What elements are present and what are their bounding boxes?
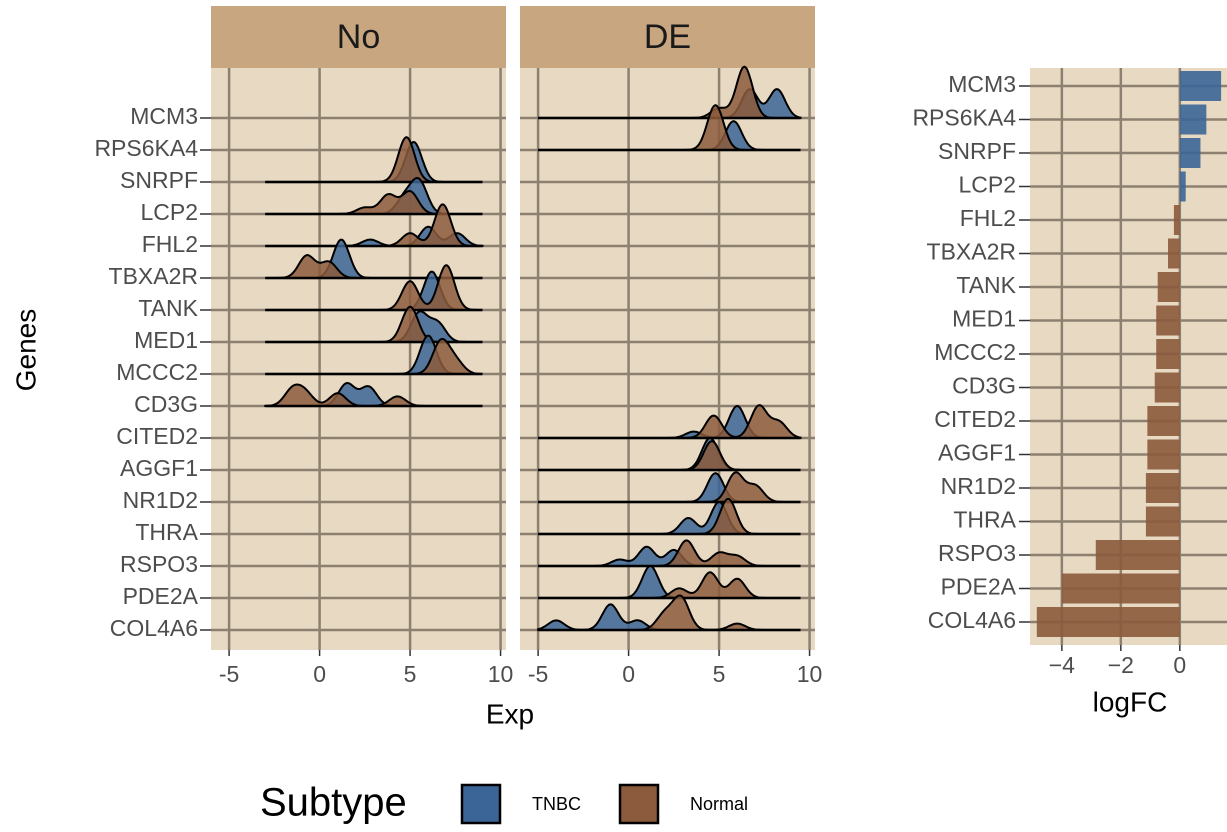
legend-title: Subtype (260, 781, 407, 825)
y-tick-label: SNRPF (938, 138, 1016, 164)
bar (1156, 339, 1180, 369)
y-tick-label: MED1 (952, 306, 1016, 332)
y-tick-label: CITED2 (934, 406, 1016, 432)
y-tick-label: TBXA2R (927, 239, 1016, 265)
y-tick-label: AGGF1 (120, 455, 198, 481)
bar (1157, 272, 1180, 302)
y-tick-label: THRA (135, 519, 198, 545)
y-tick-label: FHL2 (142, 231, 198, 257)
bar (1156, 305, 1180, 336)
y-tick-label: MED1 (134, 327, 198, 353)
y-tick-label: PDE2A (941, 574, 1017, 600)
bar (1145, 506, 1180, 537)
bar-x-axis-title: logFC (1093, 686, 1168, 717)
x-tick-label: 0 (622, 661, 635, 687)
y-tick-label: CITED2 (116, 423, 198, 449)
y-tick-label: TANK (956, 272, 1016, 298)
y-tick-label: TBXA2R (109, 263, 198, 289)
y-tick-label: LCP2 (140, 199, 198, 225)
x-tick-label: 5 (713, 661, 726, 687)
bar (1145, 473, 1180, 503)
panel-background (211, 68, 506, 650)
bar (1147, 439, 1180, 470)
facet-strip (211, 6, 506, 68)
y-tick-label: CD3G (952, 373, 1016, 399)
y-tick-label: CD3G (134, 391, 198, 417)
y-tick-label: THRA (953, 507, 1016, 533)
x-tick-label: −4 (1049, 652, 1075, 678)
x-tick-label: −2 (1108, 652, 1134, 678)
legend-label: TNBC (532, 794, 581, 814)
bar (1179, 138, 1201, 168)
x-tick-label: 0 (1173, 652, 1186, 678)
y-tick-label: MCCC2 (934, 339, 1016, 365)
y-axis-title: Genes (10, 309, 41, 392)
y-tick-label: COL4A6 (110, 615, 198, 641)
x-tick-label: 0 (313, 661, 326, 687)
facet-label: DE (644, 18, 691, 56)
bar (1168, 238, 1180, 269)
x-tick-label: 10 (797, 661, 823, 687)
bar (1179, 104, 1207, 135)
y-tick-label: MCCC2 (116, 359, 198, 385)
x-axis-title: Exp (486, 698, 534, 729)
y-tick-label: SNRPF (120, 167, 198, 193)
bar (1173, 205, 1180, 235)
y-tick-label: RSPO3 (120, 551, 198, 577)
x-tick-label: -5 (528, 661, 548, 687)
facet-label: No (337, 18, 380, 56)
bar (1095, 540, 1180, 570)
bar (1154, 372, 1180, 403)
y-tick-label: RSPO3 (938, 540, 1016, 566)
y-tick-label: LCP2 (958, 172, 1016, 198)
legend-label: Normal (690, 794, 748, 814)
y-tick-label: TANK (138, 295, 198, 321)
y-tick-label: AGGF1 (938, 440, 1016, 466)
bar (1036, 607, 1180, 637)
y-tick-label: NR1D2 (941, 473, 1016, 499)
legend-key (618, 783, 660, 825)
legend-key (460, 783, 502, 825)
y-tick-label: NR1D2 (123, 487, 198, 513)
y-tick-label: MCM3 (948, 71, 1016, 97)
facet-strip (520, 6, 815, 68)
y-tick-label: RPS6KA4 (912, 105, 1016, 131)
x-tick-label: 5 (404, 661, 417, 687)
bar (1147, 406, 1180, 436)
y-tick-label: RPS6KA4 (94, 135, 198, 161)
y-tick-label: MCM3 (130, 103, 198, 129)
x-tick-label: -5 (219, 661, 239, 687)
y-tick-label: FHL2 (960, 205, 1016, 231)
y-tick-label: COL4A6 (928, 607, 1016, 633)
bar (1061, 573, 1180, 604)
bar (1179, 71, 1222, 101)
x-tick-label: 10 (488, 661, 514, 687)
bar (1179, 171, 1186, 202)
y-tick-label: PDE2A (123, 583, 199, 609)
